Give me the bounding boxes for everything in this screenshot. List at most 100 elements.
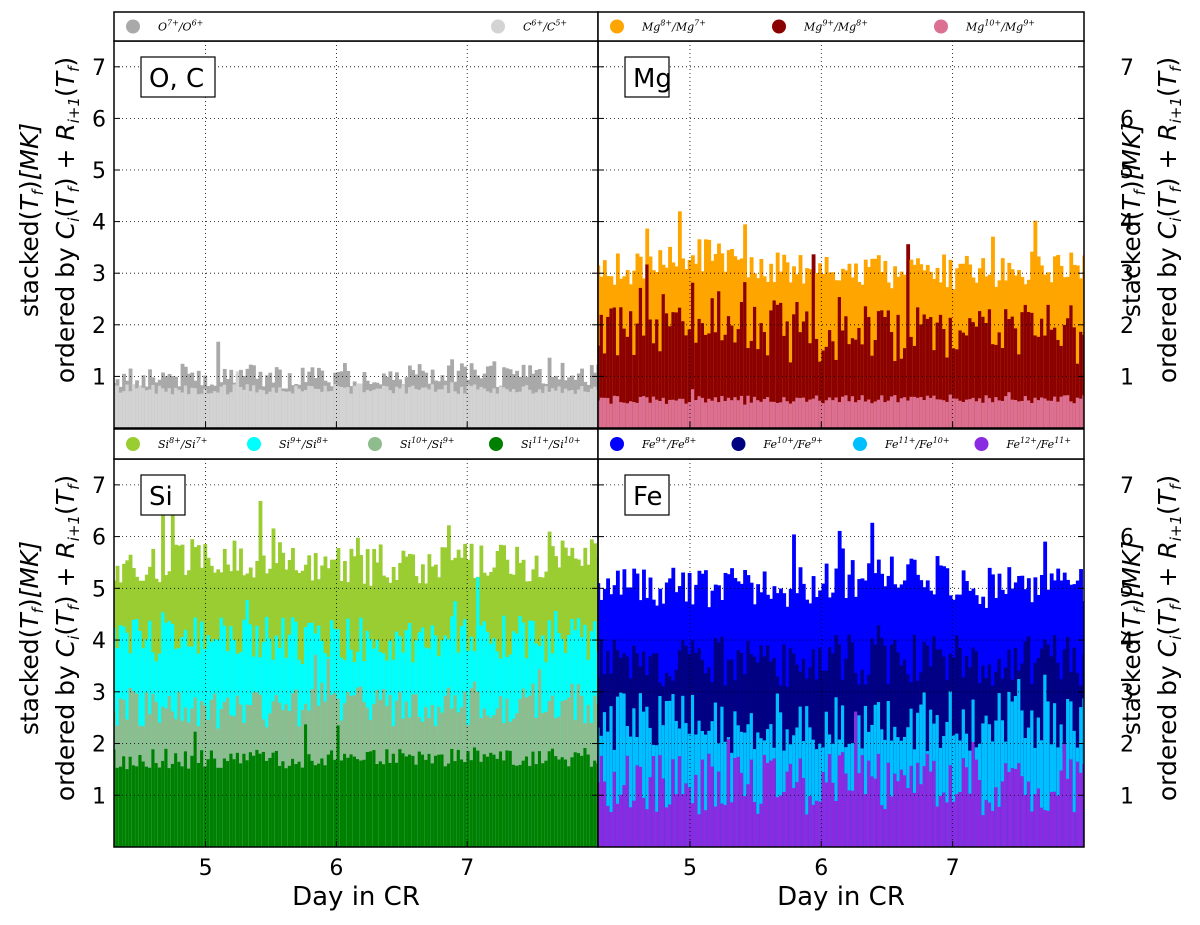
bar-C6-C5--72 [346,386,351,428]
bar-Mg10-Mg9--20 [661,397,666,428]
bar-Fe12-Fe11--88 [883,809,888,847]
bar-Mg9-Mg8--4 [609,308,614,428]
bar-Mg9-Mg8--23 [671,312,676,428]
bar-Fe12-Fe11--28 [687,787,692,847]
bar-Mg9-Mg8--29 [690,282,695,428]
bar-Mg10-Mg9--95 [906,400,911,428]
bar-Mg9-Mg8--19 [658,351,663,428]
bar-C6-C5--23 [187,394,191,428]
bar-Mg10-Mg9--87 [880,395,884,428]
bar-Mg9-Mg8--128 [1013,328,1018,428]
bar-C6-C5--124 [515,392,520,428]
bar-Fe11-Fe10--119 [984,715,989,847]
bar-C6-C5--52 [281,391,286,428]
bar-Mg9-Mg8--145 [1069,305,1074,428]
bar-C6-C5--107 [459,386,464,428]
bar-Fe11-Fe10--56 [779,712,783,847]
y-axis-label-line1: stacked(Tf)[MK] [1117,541,1149,735]
bar-Si11-Si10--14 [157,767,162,847]
legend-marker [126,19,140,34]
bar-Mg9-Mg8--82 [863,306,868,428]
bar-Fe12-Fe11--90 [889,796,894,847]
bar-Mg8-Mg7--2 [602,260,607,428]
bar-Si11-Si10--117 [492,754,497,847]
bar-Si11-Si10--101 [440,754,445,847]
bar-Mg9-Mg8--28 [687,329,692,428]
panel-title-box: Mg [624,56,672,98]
bar-Fe11-Fe10--50 [759,738,764,847]
bar-Mg10-Mg9--106 [942,400,946,428]
bar-C6-C5--130 [534,392,539,428]
bar-Mg9-Mg8--35 [710,298,715,428]
bar-Mg9-Mg8--118 [981,316,986,428]
bar-C6-C5--59 [304,389,308,428]
bar-Mg9-Mg8--12 [635,323,640,428]
bar-Mg9-Mg8--146 [1072,327,1077,428]
bar-Si11-Si10--82 [378,761,383,847]
bar-Mg9-Mg8--77 [847,344,852,428]
bar-C6-C5--6 [131,384,136,428]
bar-Mg10-Mg9--137 [1043,398,1048,428]
bar-Fe12-Fe11--14 [642,797,646,847]
bar-C6-C5--119 [498,386,503,428]
bar-Mg10-Mg9--26 [681,398,686,428]
bar-Fe12-Fe11--138 [1046,810,1051,847]
legend-label: Fe11+/Fe10+ [884,436,950,451]
bar-Fe12-Fe11--126 [1007,771,1012,847]
bar-C6-C5--37 [232,384,237,428]
bar-Si11-Si10--103 [446,763,451,847]
bar-Mg10-Mg9--73 [834,397,839,428]
bar-C6-C5--114 [482,388,487,428]
bar-Mg9-Mg8--116 [974,326,979,428]
bar-Mg9-Mg8--88 [883,316,888,428]
bar-Si11-Si10--28 [203,766,208,847]
bar-Fe12-Fe11--41 [730,802,734,847]
bar-Si11-Si10--41 [245,760,250,847]
legend-marker [853,437,867,451]
bar-Fe11-Fe10--146 [1072,730,1077,847]
bar-Mg9-Mg8--104 [935,322,940,428]
bar-C6-C5--104 [450,382,455,428]
bar-Fe12-Fe11--54 [772,758,777,847]
legend-marker [489,437,503,451]
bar-Mg10-Mg9--41 [730,400,734,428]
bar-Fe11-Fe10--18 [655,745,659,847]
bar-C6-C5--71 [343,387,347,428]
bar-Mg9-Mg8--73 [834,359,839,428]
bar-Mg10-Mg9--90 [889,396,894,428]
bar-Mg10-Mg9--39 [723,400,728,428]
bar-Mg10-Mg9--94 [902,397,907,428]
bar-Si11-Si10--122 [508,750,513,847]
bar-Mg10-Mg9--62 [798,398,803,428]
bar-Fe12-Fe11--129 [1017,763,1021,847]
bar-Fe12-Fe11--2 [602,781,607,847]
bar-Mg9-Mg8--135 [1036,336,1041,428]
bar-Fe12-Fe11--63 [801,777,806,847]
bar-Si11-Si10--40 [242,753,247,847]
bar-C6-C5--140 [567,390,571,428]
bars [114,487,598,847]
bar-Si11-Si10--77 [362,759,367,847]
bar-Fe12-Fe11--102 [929,771,933,847]
bar-Mg10-Mg9--58 [785,401,790,428]
bar-C6-C5--61 [310,386,315,428]
bar-C6-C5--19 [174,387,178,428]
y-axis-label-line2: ordered by Ci(Tf) + Ri+1(Tf) [1153,475,1185,801]
bar-Fe12-Fe11--7 [619,794,624,847]
bar-Mg9-Mg8--97 [912,345,917,428]
bar-C6-C5--139 [563,388,568,428]
bar-Mg9-Mg8--74 [837,297,842,428]
bar-C6-C5--28 [203,388,208,428]
bar-Si11-Si10--97 [427,753,432,847]
bar-Mg10-Mg9--76 [844,395,849,428]
bar-Mg10-Mg9--7 [619,402,624,428]
bar-C6-C5--43 [252,385,256,428]
bar-Mg9-Mg8--32 [700,323,705,428]
bar-Si11-Si10--37 [232,759,237,847]
y-tick-label: 2 [1120,314,1134,339]
y-tick-label: 5 [92,159,106,184]
bar-Fe11-Fe10--135 [1036,717,1041,847]
bar-Mg10-Mg9--27 [684,403,689,428]
bar-Si11-Si10--8 [138,754,143,847]
bar-Fe12-Fe11--101 [925,753,930,847]
